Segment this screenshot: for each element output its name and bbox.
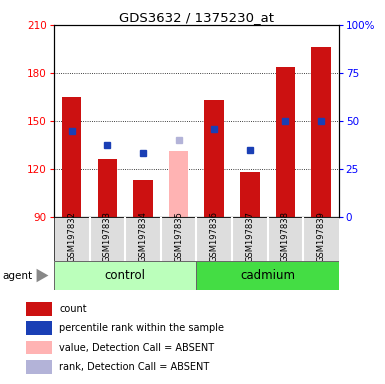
Bar — [26, 302, 52, 316]
Bar — [62, 97, 82, 217]
Text: cadmium: cadmium — [240, 269, 295, 282]
Bar — [26, 341, 52, 354]
Text: GSM197839: GSM197839 — [316, 212, 325, 262]
Text: GSM197835: GSM197835 — [174, 212, 183, 262]
Text: GSM197836: GSM197836 — [210, 211, 219, 262]
Bar — [311, 47, 331, 217]
Bar — [54, 261, 196, 290]
Text: GSM197832: GSM197832 — [67, 212, 76, 262]
Text: control: control — [105, 269, 146, 282]
Bar — [169, 151, 188, 217]
Bar — [133, 180, 153, 217]
Title: GDS3632 / 1375230_at: GDS3632 / 1375230_at — [119, 11, 274, 24]
Text: GSM197834: GSM197834 — [139, 212, 147, 262]
Bar — [196, 261, 339, 290]
Bar — [97, 159, 117, 217]
Bar — [26, 360, 52, 374]
Bar — [240, 172, 259, 217]
Text: GSM197838: GSM197838 — [281, 211, 290, 262]
Bar — [26, 321, 52, 335]
Text: GSM197837: GSM197837 — [245, 211, 254, 262]
Text: count: count — [59, 304, 87, 314]
Text: rank, Detection Call = ABSENT: rank, Detection Call = ABSENT — [59, 362, 209, 372]
Text: GSM197833: GSM197833 — [103, 211, 112, 262]
Text: percentile rank within the sample: percentile rank within the sample — [59, 323, 224, 333]
Text: value, Detection Call = ABSENT: value, Detection Call = ABSENT — [59, 343, 214, 353]
Bar — [204, 100, 224, 217]
Bar — [276, 66, 295, 217]
Text: agent: agent — [2, 270, 32, 281]
